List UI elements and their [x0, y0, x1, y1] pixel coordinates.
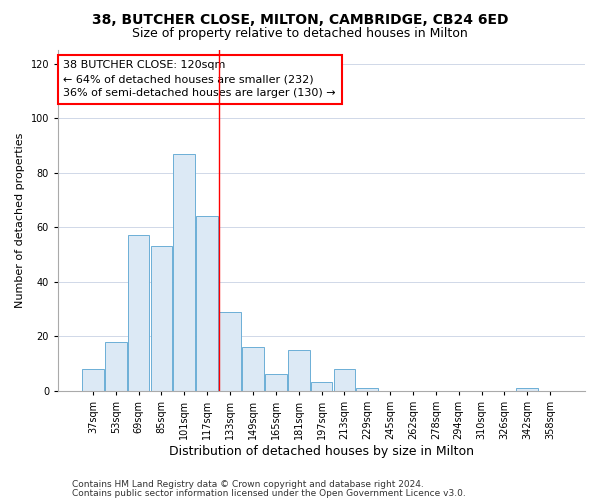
- Text: Contains public sector information licensed under the Open Government Licence v3: Contains public sector information licen…: [72, 488, 466, 498]
- Bar: [219, 312, 241, 390]
- Bar: [356, 388, 378, 390]
- Bar: [311, 382, 332, 390]
- Bar: [242, 347, 264, 391]
- Bar: [173, 154, 195, 390]
- Bar: [196, 216, 218, 390]
- Bar: [82, 368, 104, 390]
- Text: 38 BUTCHER CLOSE: 120sqm
← 64% of detached houses are smaller (232)
36% of semi-: 38 BUTCHER CLOSE: 120sqm ← 64% of detach…: [64, 60, 336, 98]
- Bar: [265, 374, 287, 390]
- Bar: [288, 350, 310, 391]
- X-axis label: Distribution of detached houses by size in Milton: Distribution of detached houses by size …: [169, 444, 474, 458]
- Text: 38, BUTCHER CLOSE, MILTON, CAMBRIDGE, CB24 6ED: 38, BUTCHER CLOSE, MILTON, CAMBRIDGE, CB…: [92, 12, 508, 26]
- Bar: [128, 236, 149, 390]
- Bar: [151, 246, 172, 390]
- Y-axis label: Number of detached properties: Number of detached properties: [15, 132, 25, 308]
- Bar: [105, 342, 127, 390]
- Bar: [334, 368, 355, 390]
- Bar: [517, 388, 538, 390]
- Text: Size of property relative to detached houses in Milton: Size of property relative to detached ho…: [132, 28, 468, 40]
- Text: Contains HM Land Registry data © Crown copyright and database right 2024.: Contains HM Land Registry data © Crown c…: [72, 480, 424, 489]
